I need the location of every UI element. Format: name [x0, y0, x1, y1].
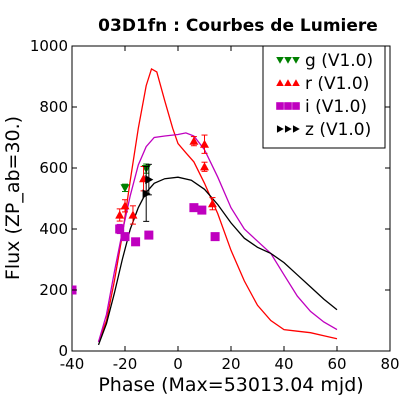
- legend-marker: [292, 56, 300, 64]
- data-point: [189, 136, 199, 145]
- legend-marker: [284, 125, 292, 133]
- x-tick-label: 0: [173, 355, 183, 373]
- legend: g (V1.0) r (V1.0) i (V1.0) z (V1.0): [262, 45, 386, 149]
- y-tick-label: 800: [39, 98, 68, 116]
- y-tick-label: 0: [58, 342, 68, 360]
- legend-label: g (V1.0): [305, 51, 373, 71]
- legend-label: z (V1.0): [305, 120, 371, 140]
- chart-title: 03D1fn : Courbes de Lumiere: [98, 16, 378, 36]
- legend-marker: [284, 102, 292, 110]
- y-tick-label: 400: [39, 220, 68, 238]
- data-point: [142, 189, 151, 199]
- data-point: [120, 232, 130, 242]
- data-point: [189, 203, 199, 213]
- model-curve: [97, 67, 338, 343]
- legend-label: i (V1.0): [305, 97, 367, 117]
- data-point: [120, 184, 130, 193]
- data-point: [207, 199, 217, 208]
- data-points: [72, 134, 220, 295]
- data-point: [200, 139, 209, 148]
- legend-marker: [284, 56, 292, 64]
- legend-marker: [276, 56, 284, 64]
- x-axis-label: Phase (Max=53013.04 mjd): [98, 374, 363, 396]
- legend-marker: [284, 79, 292, 87]
- data-point: [145, 175, 154, 185]
- data-point: [115, 210, 125, 219]
- x-tick-label: -20: [113, 355, 138, 373]
- legend-marker: [276, 79, 284, 87]
- data-point: [120, 201, 130, 210]
- y-tick-label: 1000: [30, 37, 68, 55]
- y-tick-label: 600: [39, 159, 68, 177]
- x-tick-label: 20: [221, 355, 240, 373]
- x-tick-label: -40: [60, 355, 85, 373]
- x-tick-label: 80: [380, 355, 399, 373]
- legend-box: [262, 45, 386, 149]
- data-point: [115, 224, 125, 234]
- x-tick-label: 60: [327, 355, 346, 373]
- data-point: [128, 210, 138, 219]
- legend-marker: [292, 79, 300, 87]
- legend-label: r (V1.0): [305, 74, 369, 94]
- data-point: [200, 162, 209, 171]
- legend-marker: [292, 125, 300, 133]
- legend-marker: [276, 125, 284, 133]
- legend-marker: [276, 102, 284, 110]
- x-tick-label: 40: [274, 355, 293, 373]
- y-axis-label: Flux (ZP_ab=30.): [2, 116, 24, 280]
- legend-marker: [292, 102, 300, 110]
- model-curve: [97, 176, 338, 346]
- data-point: [210, 232, 220, 242]
- data-point: [144, 230, 154, 240]
- data-point: [197, 205, 207, 215]
- y-tick-label: 200: [39, 281, 68, 299]
- data-point: [131, 237, 141, 247]
